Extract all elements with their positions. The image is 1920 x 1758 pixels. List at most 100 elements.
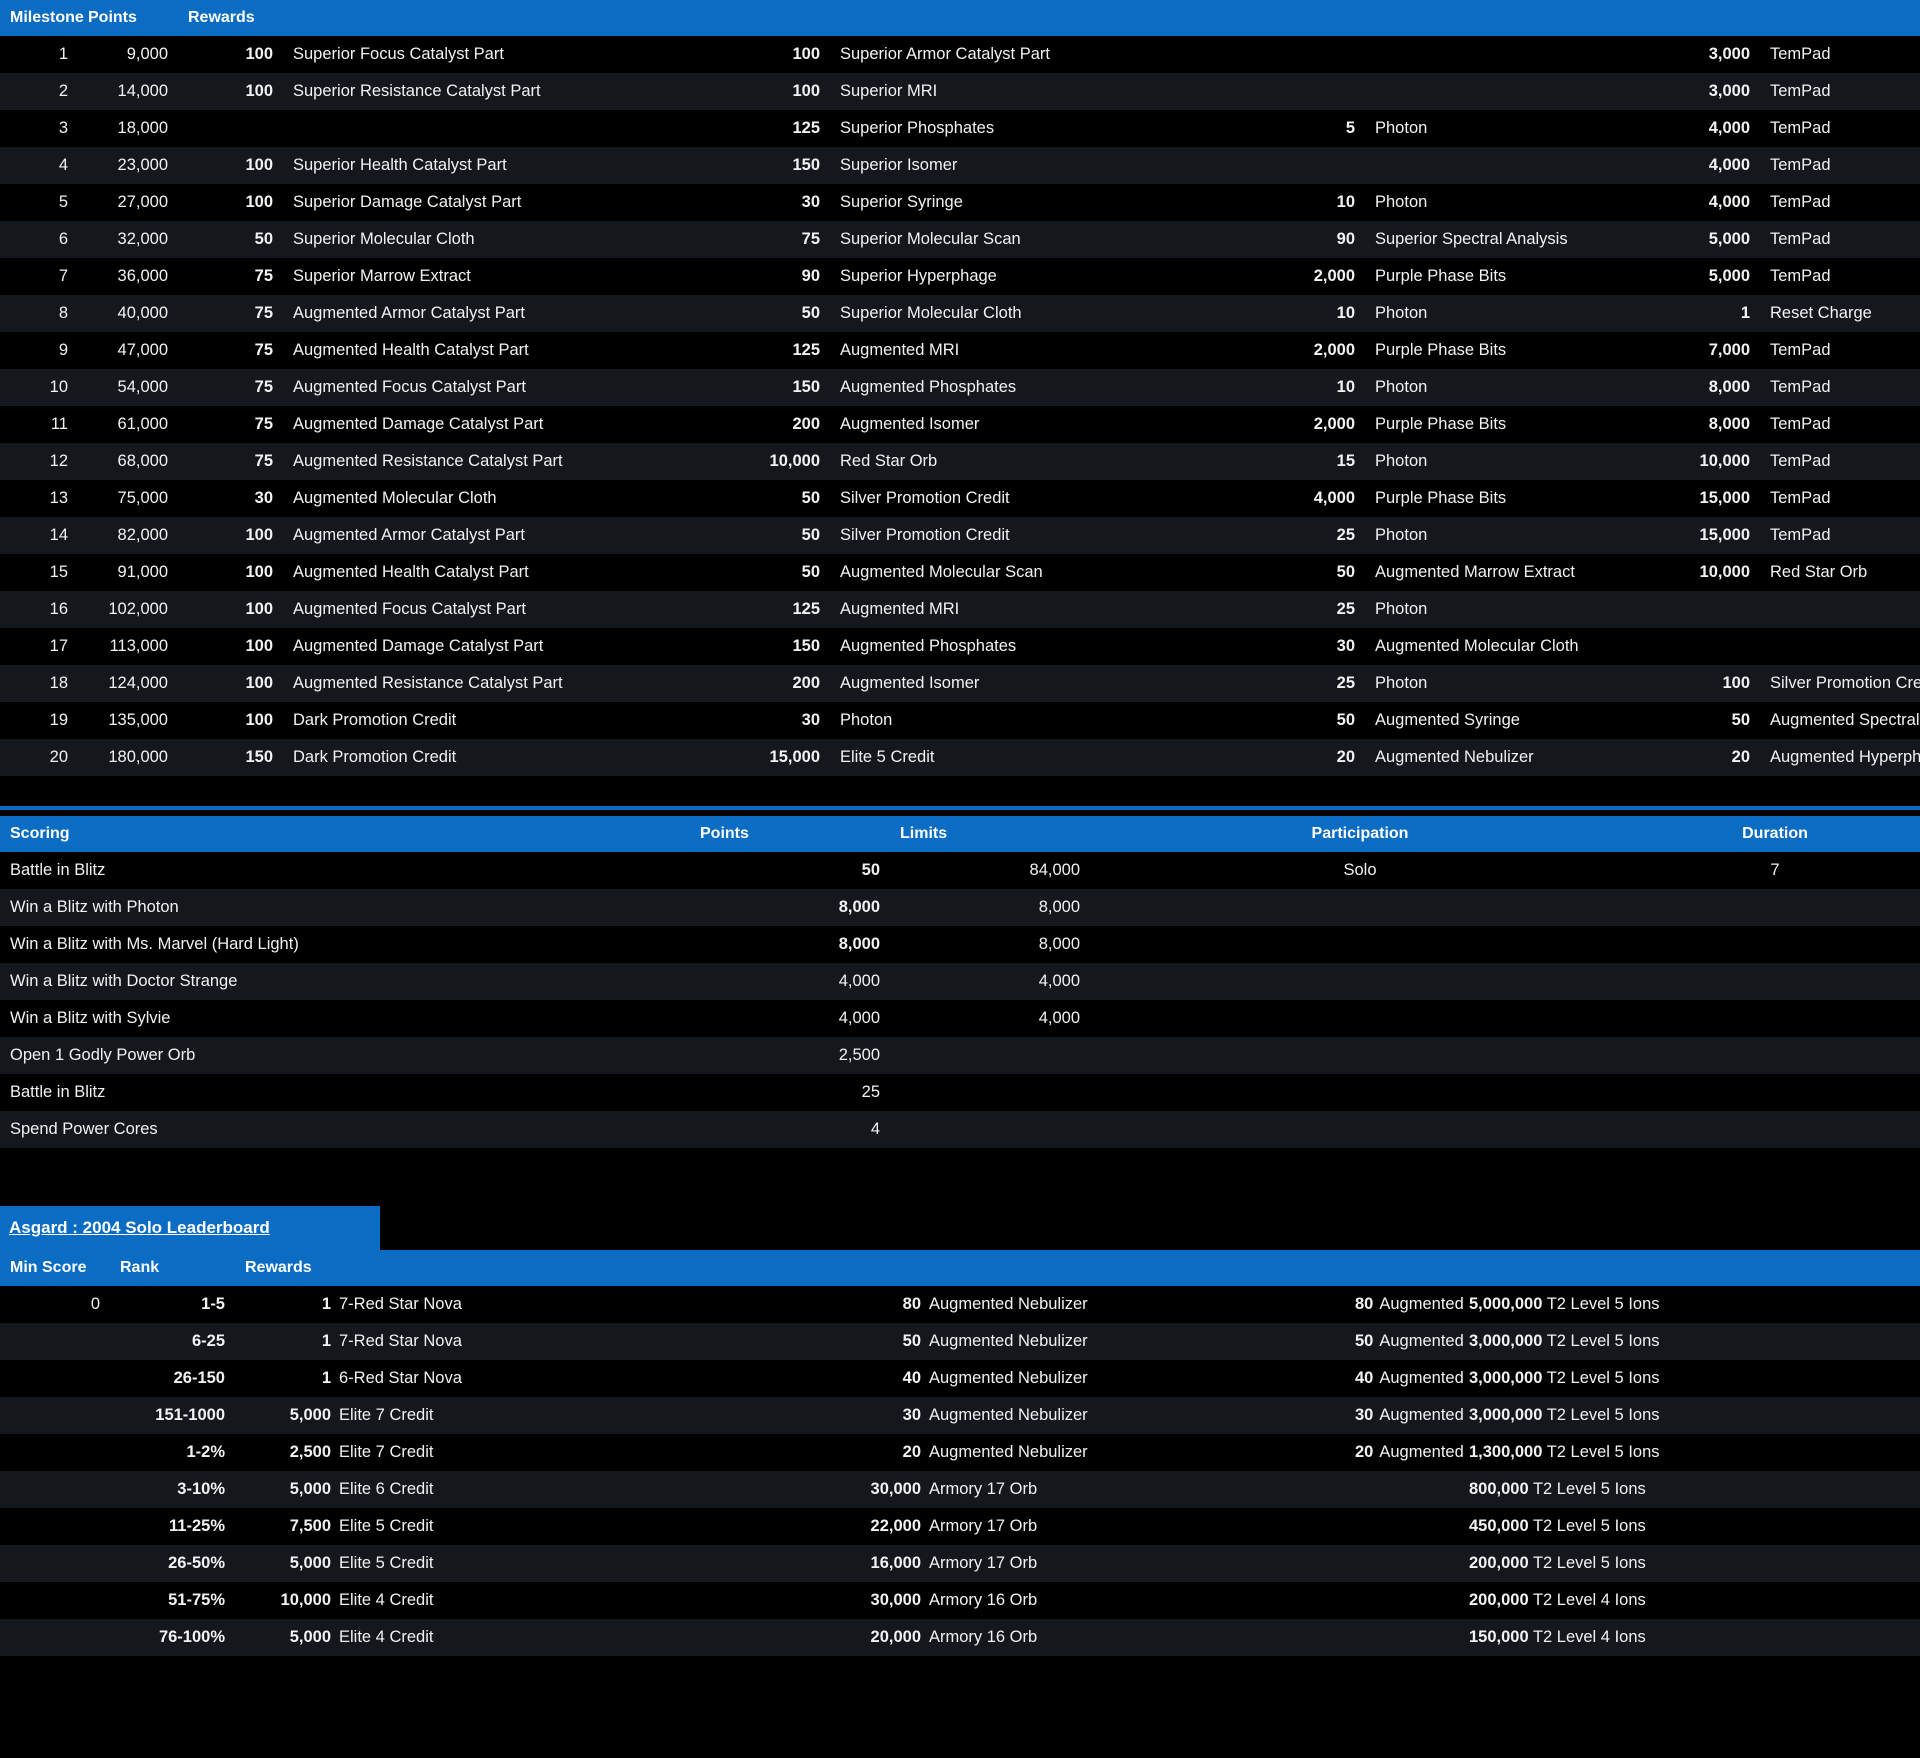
- reward-3-qty: 50: [1336, 711, 1355, 729]
- reward-3-name: [1365, 36, 1670, 73]
- reward-2-name: Augmented Phosphates: [840, 637, 1017, 655]
- scoring-table: Scoring Points Limits Participation Dura…: [0, 816, 1920, 1148]
- reward-1-qty: 100: [245, 600, 273, 618]
- milestone-row: 18 124,000 100 Augmented Resistance Catalys…: [0, 665, 1920, 702]
- lb-reward-1-qty: 7,500: [289, 1517, 331, 1535]
- milestone-row: 9 47,000 75 Augmented Health Catalyst Part 1…: [0, 332, 1920, 369]
- scoring-row: Spend Power Cores 4: [0, 1111, 1920, 1148]
- milestone-index: 19: [49, 711, 68, 729]
- reward-1-qty: 75: [254, 415, 273, 433]
- reward-4-qty: 4,000: [1708, 119, 1750, 137]
- scoring-participation: [1090, 1000, 1630, 1037]
- leaderboard-min-score: [0, 1397, 110, 1434]
- scoring-points: 4,000: [838, 1009, 880, 1027]
- lb-reward-1-qty: 1: [321, 1369, 331, 1387]
- milestone-row: 16 102,000 100 Augmented Focus Catalyst Par…: [0, 591, 1920, 628]
- reward-3-name: Photon: [1375, 600, 1428, 618]
- milestone-points: 23,000: [117, 156, 168, 174]
- reward-2-qty: 15,000: [769, 748, 820, 766]
- reward-3-name: Augmented Nebulizer: [1375, 748, 1534, 766]
- lb-reward-2-name: Armory 17 Orb: [929, 1480, 1038, 1498]
- reward-1-name: Superior Focus Catalyst Part: [293, 45, 504, 63]
- milestone-points: 135,000: [108, 711, 168, 729]
- milestone-points: 40,000: [117, 304, 168, 322]
- reward-1-qty: 50: [254, 230, 273, 248]
- reward-4-name: [1760, 628, 1920, 665]
- section-gap-1: [0, 776, 1920, 806]
- lb-reward-4-name: T2 Level 5 Ions: [1542, 1295, 1660, 1313]
- reward-2-name: Elite 5 Credit: [840, 748, 935, 766]
- reward-2-qty: 75: [801, 230, 820, 248]
- scoring-participation: [1090, 1037, 1630, 1074]
- leaderboard-rank: 26-50%: [168, 1554, 225, 1572]
- lb-reward-4: 800,000 T2 Level 5 Ions: [1465, 1471, 1920, 1508]
- reward-3-name: Photon: [1375, 526, 1428, 544]
- scoring-top-rule: [0, 806, 1920, 810]
- scoring-duration: [1630, 926, 1920, 963]
- lb-reward-4: 1,300,000 T2 Level 5 Ions: [1465, 1434, 1920, 1471]
- milestone-points: 14,000: [117, 82, 168, 100]
- reward-2-qty: 150: [792, 378, 820, 396]
- reward-2-qty: 30: [801, 711, 820, 729]
- scoring-participation: [1090, 1074, 1630, 1111]
- scoring-duration: [1630, 889, 1920, 926]
- milestone-index: 7: [58, 267, 68, 285]
- scoring-points: 8,000: [838, 935, 880, 953]
- reward-4-qty: 20: [1731, 748, 1750, 766]
- lb-reward-2-qty: 30,000: [870, 1480, 921, 1498]
- leaderboard-table-header: Min Score Rank Rewards: [0, 1250, 1920, 1286]
- lb-reward-4: 3,000,000 T2 Level 5 Ions: [1465, 1360, 1920, 1397]
- reward-1-qty: 75: [254, 267, 273, 285]
- lb-reward-4-name: T2 Level 5 Ions: [1542, 1406, 1660, 1424]
- reward-2-qty: 100: [792, 82, 820, 100]
- scoring-limits: [890, 1074, 1090, 1111]
- lb-reward-4-name: T2 Level 5 Ions: [1542, 1369, 1660, 1387]
- reward-3-name: [1365, 147, 1670, 184]
- scoring-label: Spend Power Cores: [10, 1120, 158, 1138]
- reward-3-qty: [1280, 73, 1365, 110]
- lb-reward-4-name: T2 Level 5 Ions: [1528, 1517, 1646, 1535]
- leaderboard-rank: 26-150: [173, 1369, 225, 1387]
- scoring-participation: [1090, 963, 1630, 1000]
- milestone-row: 6 32,000 50 Superior Molecular Cloth 75 Super…: [0, 221, 1920, 258]
- reward-1-name: Augmented Damage Catalyst Part: [293, 415, 544, 433]
- reward-1-qty: 75: [254, 452, 273, 470]
- reward-4-qty: 5,000: [1708, 267, 1750, 285]
- lb-reward-3-name: Augmented Hyperphage: [1379, 1332, 1465, 1350]
- lb-reward-2-name: Armory 16 Orb: [929, 1628, 1038, 1646]
- lb-reward-4: 3,000,000 T2 Level 5 Ions: [1465, 1323, 1920, 1360]
- reward-1-name: Augmented Health Catalyst Part: [293, 341, 529, 359]
- milestone-points: 32,000: [117, 230, 168, 248]
- lb-reward-4-qty: 1,300,000: [1469, 1443, 1543, 1461]
- lb-reward-2-name: Augmented Nebulizer: [929, 1443, 1088, 1461]
- milestone-row: 10 54,000 75 Augmented Focus Catalyst Part 1…: [0, 369, 1920, 406]
- scoring-row: Win a Blitz with Doctor Strange 4,000 4,00…: [0, 963, 1920, 1000]
- milestone-points: 36,000: [117, 267, 168, 285]
- reward-1-name: Augmented Molecular Cloth: [293, 489, 497, 507]
- lb-reward-4-qty: 3,000,000: [1469, 1406, 1543, 1424]
- leaderboard-row: 26-150 1 6-Red Star Nova 40 Augmented Nebuli…: [0, 1360, 1920, 1397]
- reward-1-qty: 150: [245, 748, 273, 766]
- reward-3-name: Augmented Marrow Extract: [1375, 563, 1575, 581]
- reward-1-qty: 100: [245, 526, 273, 544]
- reward-2-name: Augmented Isomer: [840, 674, 980, 692]
- reward-4-name: TemPad: [1770, 193, 1831, 211]
- scoring-row: Open 1 Godly Power Orb 2,500: [0, 1037, 1920, 1074]
- reward-3-qty: 20: [1336, 748, 1355, 766]
- reward-3-name: Purple Phase Bits: [1375, 267, 1507, 285]
- reward-4-qty: 4,000: [1708, 156, 1750, 174]
- scoring-points: 8,000: [838, 898, 880, 916]
- lb-reward-4-qty: 3,000,000: [1469, 1369, 1543, 1387]
- leaderboard-rank: 76-100%: [158, 1628, 225, 1646]
- lb-reward-2-qty: 40: [902, 1369, 921, 1387]
- milestone-index: 13: [49, 489, 68, 507]
- milestone-points: 102,000: [108, 600, 168, 618]
- lb-reward-3-qty: [1355, 1508, 1465, 1545]
- reward-3-qty: [1280, 147, 1365, 184]
- reward-3-qty: 4,000: [1313, 489, 1355, 507]
- scoring-participation: [1090, 926, 1630, 963]
- leaderboard-rank: 1-5: [201, 1295, 225, 1313]
- milestone-index: 14: [49, 526, 68, 544]
